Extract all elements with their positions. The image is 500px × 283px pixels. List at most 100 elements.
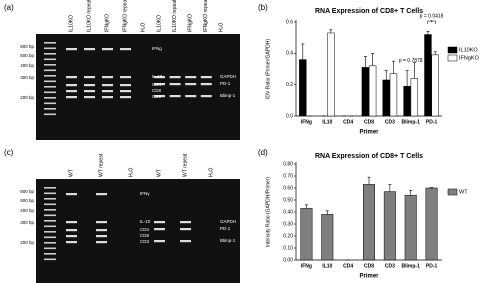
x-tick-label: IFNg (301, 119, 312, 125)
error-bar (301, 43, 305, 60)
lane-label: WT repeat (182, 153, 188, 177)
ladder-band (44, 214, 56, 217)
gel-band (96, 229, 107, 232)
band-label: CD3 (140, 239, 149, 244)
band-label: PD-1 (220, 226, 231, 231)
gel-band (154, 76, 165, 79)
ladder-label: 300 bp (20, 75, 34, 80)
ladder-band (44, 47, 56, 50)
x-axis-label: Primer (359, 274, 379, 280)
error-bar (430, 187, 434, 188)
error-bar (426, 31, 430, 35)
bar (389, 73, 398, 117)
lane-label: WT (156, 169, 162, 177)
lane-label: H₂O (219, 22, 225, 32)
chart-title: RNA Expression of CD8+ T Cells (315, 8, 423, 15)
ladder-band (44, 53, 56, 55)
gel (36, 34, 240, 140)
gel-band (180, 221, 191, 224)
lane-label: IL10KO repeat (172, 0, 178, 32)
gel-band (154, 83, 165, 86)
bar (431, 54, 439, 117)
x-tick-label: CD4 (343, 263, 353, 269)
gel-band (66, 84, 77, 87)
gel-band (120, 76, 131, 79)
legend-swatch (447, 54, 458, 62)
error-bar (388, 184, 392, 192)
bar (382, 79, 390, 117)
panel-label: (d) (258, 148, 268, 157)
gel-band (154, 95, 165, 98)
band-label: CD8 (152, 88, 161, 93)
lane-label: IL10KO (156, 15, 162, 32)
gel-band (169, 76, 181, 79)
y-axis-label: IDV Ratio (Primer/GAPDH) (265, 39, 271, 99)
x-tick-label: CD8 (364, 263, 374, 269)
gel-band (120, 84, 131, 87)
legend-swatch (447, 46, 458, 54)
y-tick-label: 0.30 (283, 221, 293, 227)
y-tick-label: 0.4 (286, 51, 293, 57)
legend-label: WT (459, 189, 468, 195)
gel-band (185, 76, 197, 79)
gel-band (154, 240, 165, 243)
ladder-band (44, 192, 56, 195)
ladder-band (44, 86, 56, 88)
error-bar (391, 60, 395, 74)
gel-band (185, 83, 197, 86)
gel-band (102, 48, 113, 51)
bar (403, 85, 411, 117)
lane-label: IFNgKO repeat (122, 0, 128, 32)
ladder-band (44, 75, 56, 77)
error-bar (433, 51, 437, 55)
lane-label: WT repeat (98, 153, 104, 177)
x-tick-label: Blimp-1 (402, 119, 421, 125)
gel-band (180, 240, 191, 243)
error-bar (304, 204, 308, 209)
band-label: GAPDH (220, 219, 236, 224)
lane-label: H₂O (140, 22, 146, 32)
ladder-band (44, 225, 56, 228)
legend-swatch (447, 188, 458, 196)
x-tick-label: CD4 (343, 119, 353, 125)
band-label: IFNγ (140, 191, 150, 196)
ladder-label: 600 bp (20, 44, 34, 49)
error-bar (329, 29, 333, 33)
gel-band (120, 48, 131, 51)
y-tick-label: 0.20 (283, 233, 293, 239)
ladder-band (44, 209, 56, 211)
ladder-band (44, 236, 56, 239)
legend-label: IL10KO (459, 47, 478, 53)
ladder-band (44, 102, 56, 105)
y-tick-label: 0.70 (283, 173, 293, 179)
ladder-band (44, 91, 56, 94)
band-label: IL-10 (140, 219, 151, 224)
y-tick-label: 0.50 (283, 197, 293, 203)
bar (410, 78, 419, 117)
gel-band (154, 221, 165, 224)
chart-title: RNA Expression of CD8+ T Cells (315, 153, 423, 160)
gel-band (200, 83, 212, 86)
error-bar (367, 176, 371, 185)
y-tick-label: 0.80 (283, 161, 293, 167)
bar (425, 187, 438, 261)
ladder-label: 600 bp (20, 189, 34, 194)
ladder-band (44, 64, 56, 66)
x-tick-label: CD8 (364, 119, 374, 125)
gel-band (120, 96, 131, 99)
lane-label: H₂O (208, 167, 214, 177)
panel-label: (b) (258, 3, 268, 12)
ladder-band (44, 108, 56, 110)
y-tick-label: 0.00 (283, 257, 293, 263)
ladder-band (44, 58, 56, 61)
x-tick-label: Blimp-1 (402, 263, 421, 269)
bar (361, 67, 370, 117)
lane-label: H₂O (128, 167, 134, 177)
ladder-band (44, 97, 56, 99)
x-tick-label: IL10 (322, 263, 332, 269)
gel-band (102, 96, 113, 99)
gel-band (84, 84, 95, 87)
error-bar (384, 70, 388, 80)
gel-band (200, 76, 212, 79)
